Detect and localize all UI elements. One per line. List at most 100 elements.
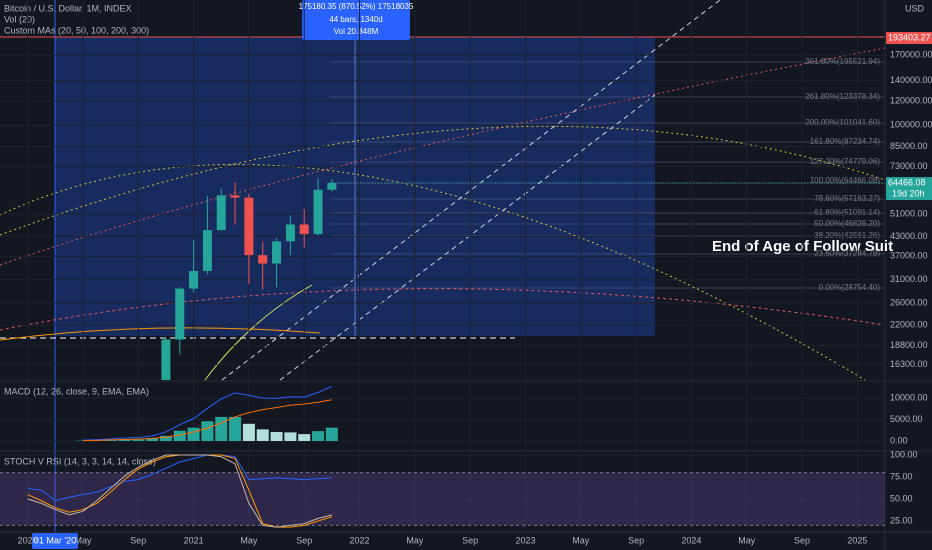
price-box xyxy=(886,32,932,45)
x-tick-label: May xyxy=(240,535,258,545)
x-tick-label: Sep xyxy=(296,535,312,545)
histogram-bar xyxy=(215,416,228,441)
y-tick-label: 25.00 xyxy=(890,515,913,525)
y-tick-label: 18800.00 xyxy=(890,340,928,350)
histogram-bar xyxy=(104,439,117,441)
x-tick-label: Sep xyxy=(794,535,810,545)
histogram-bar xyxy=(270,431,283,441)
histogram-bar xyxy=(118,439,131,441)
histogram-bar xyxy=(201,421,214,441)
x-tick-label: 2023 xyxy=(515,535,535,545)
trend-line xyxy=(221,0,721,381)
fib-label: 50.00%(46826.20) xyxy=(814,219,880,228)
y-tick-label: 10000.00 xyxy=(890,392,928,402)
x-tick-label: 2020 xyxy=(18,535,38,545)
histogram-bar xyxy=(229,416,242,441)
arc xyxy=(0,163,866,381)
candle-body xyxy=(161,339,171,380)
histogram-bar xyxy=(325,427,338,441)
y-tick-label: 75.00 xyxy=(890,471,913,481)
annotation: End of Age of Follow Suit xyxy=(712,238,893,255)
histogram-bar xyxy=(256,429,269,441)
price-label: 64466.08 xyxy=(888,177,926,187)
symbol: Bitcoin / U.S. Dollar, 1M, INDEX xyxy=(4,3,132,13)
arc xyxy=(0,125,886,236)
tooltip-text: 175180.35 (870.52%) 17518035 xyxy=(299,2,414,11)
y-tick-label: 100000.00 xyxy=(890,119,932,129)
fib-label: 200.00%(101041.60) xyxy=(805,118,880,127)
fib-label: 23.60%(37284.79) xyxy=(814,249,880,258)
x-tick-label: 2021 xyxy=(184,535,204,545)
trend-line xyxy=(279,94,656,381)
y-tick-label: 51000.00 xyxy=(890,208,928,218)
histogram-bar xyxy=(173,430,186,441)
x-tick-label: 2022 xyxy=(350,535,370,545)
histogram-bar xyxy=(284,432,297,441)
tooltip-text: 44 bars, 1340d xyxy=(329,15,382,24)
indicator-label: Custom MAs (20, 50, 100, 200, 300) xyxy=(4,25,149,35)
x-tick-label: 2025 xyxy=(847,535,867,545)
currency: USD xyxy=(905,3,925,13)
y-tick-label: 0.00 xyxy=(890,435,908,445)
candle-body xyxy=(299,224,309,235)
y-tick-label: 43000.00 xyxy=(890,231,928,241)
histogram-bar xyxy=(312,431,325,441)
line xyxy=(82,385,333,441)
countdown: 19d 20h xyxy=(892,188,925,198)
fib-label: 127.20%(74779.06) xyxy=(810,157,881,166)
histogram-bar xyxy=(146,438,159,441)
candle-body xyxy=(202,230,212,272)
candle-body xyxy=(189,271,199,289)
candle-body xyxy=(285,224,295,242)
candle-body xyxy=(327,183,337,190)
y-tick-label: 37000.00 xyxy=(890,251,928,261)
histogram-bar xyxy=(132,439,145,441)
crosshair-label: 01 Mar '20 xyxy=(34,535,76,545)
price-label: 193403.27 xyxy=(888,32,931,42)
fib-label: 61.80%(51091.14) xyxy=(814,208,880,217)
candle-body xyxy=(230,195,240,198)
band xyxy=(0,472,885,526)
line xyxy=(82,399,332,442)
x-tick-label: May xyxy=(74,535,92,545)
candle-body xyxy=(216,195,226,231)
x-tick-label: May xyxy=(572,535,590,545)
y-tick-label: 140000.00 xyxy=(890,75,932,85)
y-tick-label: 170000.00 xyxy=(890,49,932,59)
tooltip-text: Vol 20.848M xyxy=(334,27,379,36)
y-tick-label: 100.00 xyxy=(890,449,918,459)
price-box xyxy=(886,177,932,201)
candle-body xyxy=(313,189,323,235)
x-tick-label: Sep xyxy=(462,535,478,545)
crosshair-box xyxy=(32,533,78,549)
x-tick-label: May xyxy=(406,535,424,545)
panel-title: MACD (12, 26, close, 9, EMA, EMA) xyxy=(4,386,149,396)
ma xyxy=(0,327,321,341)
candle-body xyxy=(244,197,254,256)
x-tick-label: Sep xyxy=(628,535,644,545)
fib-label: 38.20%(42561.26) xyxy=(814,231,880,240)
fib-label: 161.80%(87234.74) xyxy=(810,137,881,146)
line xyxy=(27,454,332,502)
fib-label: 78.60%(57163.27) xyxy=(814,194,880,203)
candle-body xyxy=(272,241,282,264)
y-tick-label: 16300.00 xyxy=(890,359,928,369)
x-tick-label: May xyxy=(738,535,756,545)
histogram-bar xyxy=(187,427,200,441)
y-tick-label: 85000.00 xyxy=(890,141,928,151)
fib-label: 361.80%(195521.94) xyxy=(805,57,880,66)
fib-label: 261.80%(123378.34) xyxy=(805,92,880,101)
panel-title: STOCH V RSI (14, 3, 3, 14, 14, close) xyxy=(4,456,156,466)
y-tick-label: 26000.00 xyxy=(890,297,928,307)
indicator-label: Vol (20) xyxy=(4,14,35,24)
candle-body xyxy=(175,288,185,340)
fib-label: 100.00%(64466.08) xyxy=(810,176,881,185)
candle-body xyxy=(258,255,268,264)
x-tick-label: Sep xyxy=(130,535,146,545)
y-tick-label: 73000.00 xyxy=(890,161,928,171)
y-tick-label: 50.00 xyxy=(890,493,913,503)
y-tick-label: 120000.00 xyxy=(890,95,932,105)
y-tick-label: 31000.00 xyxy=(890,274,928,284)
